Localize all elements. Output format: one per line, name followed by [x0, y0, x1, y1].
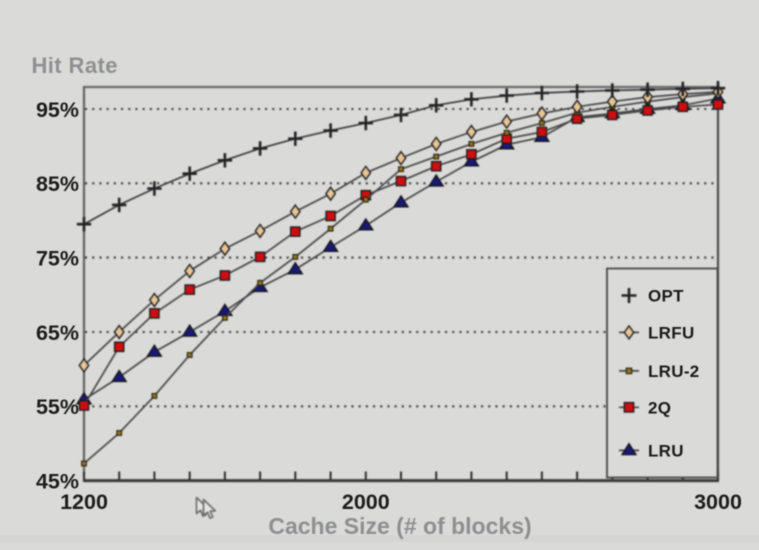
svg-text:Hit Rate: Hit Rate: [32, 53, 118, 78]
svg-text:2Q: 2Q: [648, 398, 671, 417]
svg-text:1200: 1200: [60, 490, 108, 514]
svg-text:OPT: OPT: [648, 287, 684, 306]
svg-text:3000: 3000: [694, 490, 742, 514]
svg-text:75%: 75%: [36, 246, 79, 270]
svg-text:LRU: LRU: [648, 441, 684, 460]
svg-text:Cache Size (# of blocks): Cache Size (# of blocks): [268, 513, 531, 539]
svg-text:95%: 95%: [36, 98, 79, 122]
svg-text:45%: 45%: [36, 469, 79, 493]
svg-text:65%: 65%: [36, 321, 79, 345]
svg-text:LRFU: LRFU: [648, 323, 695, 342]
svg-text:2000: 2000: [342, 490, 390, 514]
svg-text:85%: 85%: [36, 172, 79, 196]
svg-text:LRU-2: LRU-2: [648, 362, 700, 381]
svg-text:55%: 55%: [36, 395, 79, 419]
